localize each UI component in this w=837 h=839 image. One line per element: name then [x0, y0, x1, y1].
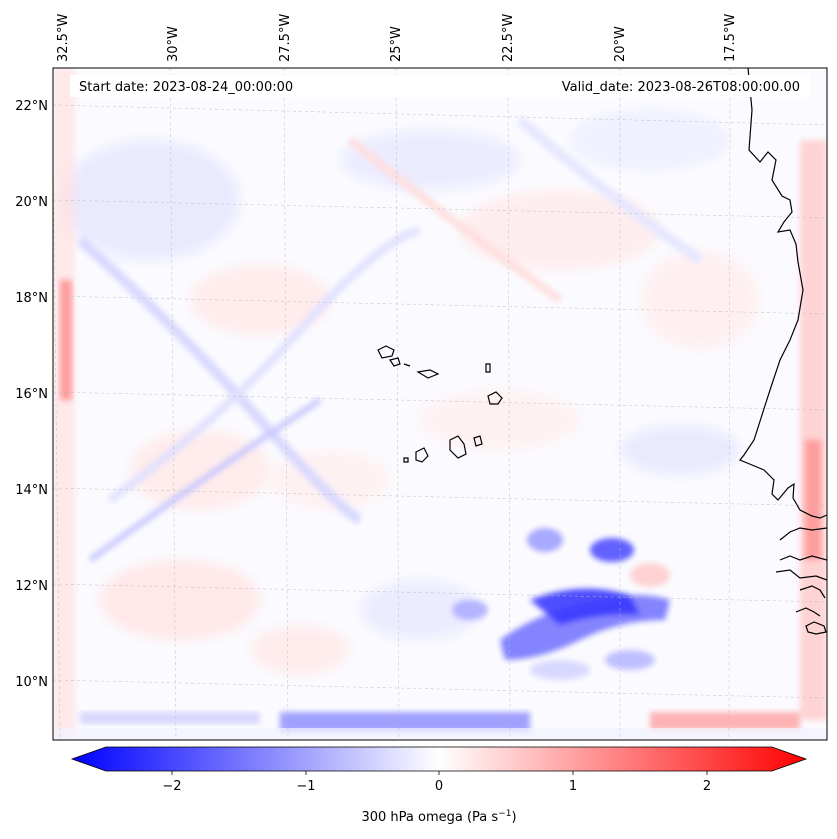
omega-streaks: [76, 116, 703, 563]
lon-label: 20°W: [613, 26, 628, 62]
lon-label: 32.5°W: [56, 14, 71, 62]
colorbar-tick-label: 0: [435, 779, 443, 794]
lat-label: 16°N: [15, 387, 48, 402]
lon-label: 17.5°W: [723, 14, 738, 62]
cape-verde-islands: [377, 345, 395, 359]
longitude-labels: 32.5°W 30°W 27.5°W 25°W 22.5°W 20°W 17.5…: [56, 14, 738, 62]
colorbar: −2 −1 0 1 2 300 hPa omega (Pa s−1): [70, 746, 808, 825]
lat-label: 22°N: [15, 99, 48, 114]
lat-label: 12°N: [15, 579, 48, 594]
coastlines: [377, 68, 827, 635]
lat-label: 18°N: [15, 291, 48, 306]
colorbar-bar: [70, 746, 808, 772]
omega-ascent-cluster: [452, 528, 670, 680]
omega-shading: [60, 110, 760, 675]
info-bar-background: [70, 75, 810, 97]
boundary-artifacts: [53, 68, 827, 740]
gridlines: [53, 68, 827, 740]
colorbar-tick-label: −2: [162, 779, 181, 794]
map-frame: [52, 67, 828, 741]
latitude-labels: 22°N 20°N 18°N 16°N 14°N 12°N 10°N: [15, 99, 48, 690]
lon-label: 22.5°W: [501, 14, 516, 62]
colorbar-label: 300 hPa omega (Pa s−1): [361, 809, 516, 825]
lat-label: 10°N: [15, 675, 48, 690]
lat-label: 14°N: [15, 483, 48, 498]
african-coastline: [739, 68, 827, 519]
colorbar-tick-label: 1: [569, 779, 577, 794]
colorbar-tick-label: 2: [703, 779, 711, 794]
map-field: [53, 68, 827, 740]
colorbar-ticks: [171, 771, 708, 775]
valid-date-text: Valid_date: 2023-08-26T08:00:00.00: [562, 80, 800, 95]
colorbar-tick-label: −1: [296, 779, 315, 794]
start-date-text: Start date: 2023-08-24_00:00:00: [79, 80, 293, 95]
lon-label: 27.5°W: [278, 14, 293, 62]
lon-label: 30°W: [166, 26, 181, 62]
lon-label: 25°W: [389, 26, 404, 62]
lat-label: 20°N: [15, 195, 48, 210]
